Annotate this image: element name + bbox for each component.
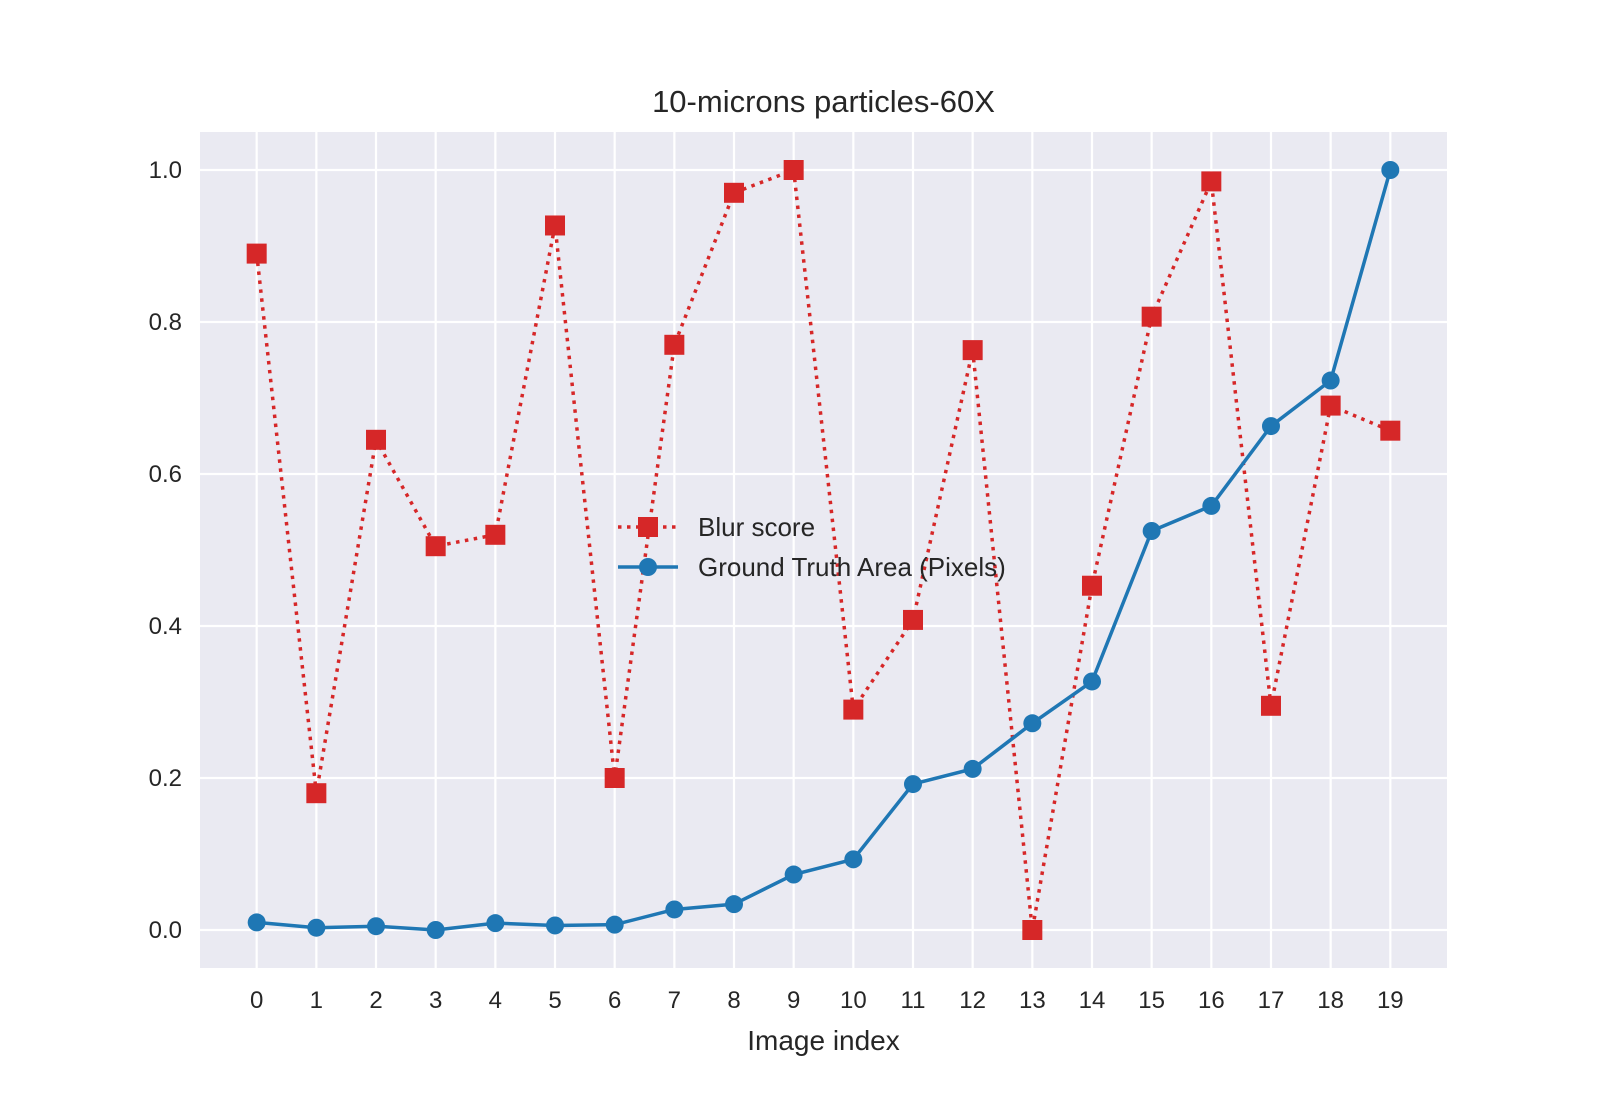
data-point bbox=[1321, 371, 1340, 390]
series-layer bbox=[246, 160, 1401, 940]
data-point bbox=[902, 609, 923, 630]
x-tick-label: 13 bbox=[1019, 987, 1046, 1014]
data-point bbox=[664, 334, 685, 355]
data-point bbox=[962, 340, 983, 361]
x-tick-label: 19 bbox=[1377, 987, 1404, 1014]
data-point bbox=[367, 917, 386, 936]
chart-title: 10-microns particles-60X bbox=[652, 84, 995, 119]
x-tick-labels: 0 1 2 3 4 5 6 7 8 9 10 11 12 13 14 15 16 17 18 19 bbox=[250, 987, 1404, 1014]
x-tick-label: 1 bbox=[310, 987, 323, 1014]
y-tick-label: 0.8 bbox=[149, 309, 182, 336]
data-point bbox=[1082, 672, 1101, 691]
series-line bbox=[254, 167, 1391, 931]
data-point bbox=[1202, 496, 1221, 515]
data-point bbox=[665, 900, 684, 919]
data-point bbox=[306, 783, 327, 804]
series-line bbox=[256, 169, 1393, 932]
data-point bbox=[1261, 417, 1280, 436]
data-point bbox=[1380, 420, 1401, 441]
legend-marker bbox=[638, 517, 658, 537]
data-point bbox=[545, 215, 566, 236]
legend: Blur score Ground Truth Area (Pixels) bbox=[618, 512, 1006, 582]
data-point bbox=[963, 759, 982, 778]
data-point bbox=[605, 915, 624, 934]
x-tick-label: 16 bbox=[1198, 987, 1225, 1014]
data-point bbox=[784, 865, 803, 884]
x-tick-label: 0 bbox=[250, 987, 263, 1014]
data-point bbox=[1022, 920, 1043, 940]
data-point bbox=[1381, 161, 1400, 179]
y-tick-label: 0.2 bbox=[149, 765, 182, 792]
data-point bbox=[307, 918, 326, 937]
data-point bbox=[604, 768, 625, 788]
x-tick-label: 5 bbox=[548, 987, 561, 1014]
legend-label: Blur score bbox=[698, 512, 815, 542]
x-tick-label: 14 bbox=[1079, 987, 1106, 1014]
legend-item: Blur score bbox=[618, 512, 815, 542]
y-tick-label: 0.4 bbox=[149, 613, 182, 640]
y-tick-label: 1.0 bbox=[149, 157, 182, 184]
data-point bbox=[843, 699, 864, 720]
data-point bbox=[1142, 522, 1161, 540]
data-point bbox=[425, 536, 446, 557]
x-tick-label: 4 bbox=[489, 987, 502, 1014]
x-tick-label: 18 bbox=[1317, 987, 1344, 1014]
data-point bbox=[485, 524, 506, 545]
data-point bbox=[1320, 395, 1341, 416]
data-point bbox=[1260, 695, 1281, 716]
x-tick-label: 12 bbox=[959, 987, 986, 1014]
data-point bbox=[783, 160, 804, 180]
x-axis-label: Image index bbox=[747, 1025, 900, 1056]
grid bbox=[200, 132, 1447, 968]
series-blur-score bbox=[246, 160, 1401, 940]
plot-area bbox=[200, 132, 1447, 968]
y-tick-label: 0.0 bbox=[149, 917, 182, 944]
data-point bbox=[724, 182, 745, 203]
data-point bbox=[1023, 714, 1042, 733]
legend-item: Ground Truth Area (Pixels) bbox=[618, 552, 1006, 582]
data-point bbox=[844, 850, 863, 869]
data-point bbox=[486, 914, 505, 933]
legend-marker bbox=[639, 558, 657, 576]
x-tick-label: 11 bbox=[901, 987, 926, 1014]
x-tick-label: 10 bbox=[840, 987, 867, 1014]
data-point bbox=[546, 916, 565, 935]
x-tick-label: 7 bbox=[668, 987, 681, 1014]
data-point bbox=[426, 921, 445, 939]
x-tick-label: 15 bbox=[1138, 987, 1165, 1014]
x-tick-label: 17 bbox=[1258, 987, 1285, 1014]
x-tick-label: 9 bbox=[787, 987, 800, 1014]
data-point bbox=[1201, 171, 1222, 192]
data-point bbox=[1141, 306, 1162, 327]
y-tick-labels: 0.0 0.2 0.4 0.6 0.8 1.0 bbox=[149, 157, 182, 944]
x-tick-label: 3 bbox=[429, 987, 442, 1014]
data-point bbox=[903, 775, 922, 794]
data-point bbox=[246, 243, 267, 264]
data-point bbox=[1081, 575, 1102, 596]
x-tick-label: 8 bbox=[727, 987, 740, 1014]
data-point bbox=[366, 429, 387, 450]
x-tick-label: 2 bbox=[369, 987, 382, 1014]
y-tick-label: 0.6 bbox=[149, 461, 182, 488]
legend-label: Ground Truth Area (Pixels) bbox=[698, 552, 1006, 582]
x-tick-label: 6 bbox=[608, 987, 621, 1014]
data-point bbox=[725, 895, 744, 914]
series-ground-truth-area bbox=[247, 161, 1400, 939]
data-point bbox=[247, 913, 266, 932]
